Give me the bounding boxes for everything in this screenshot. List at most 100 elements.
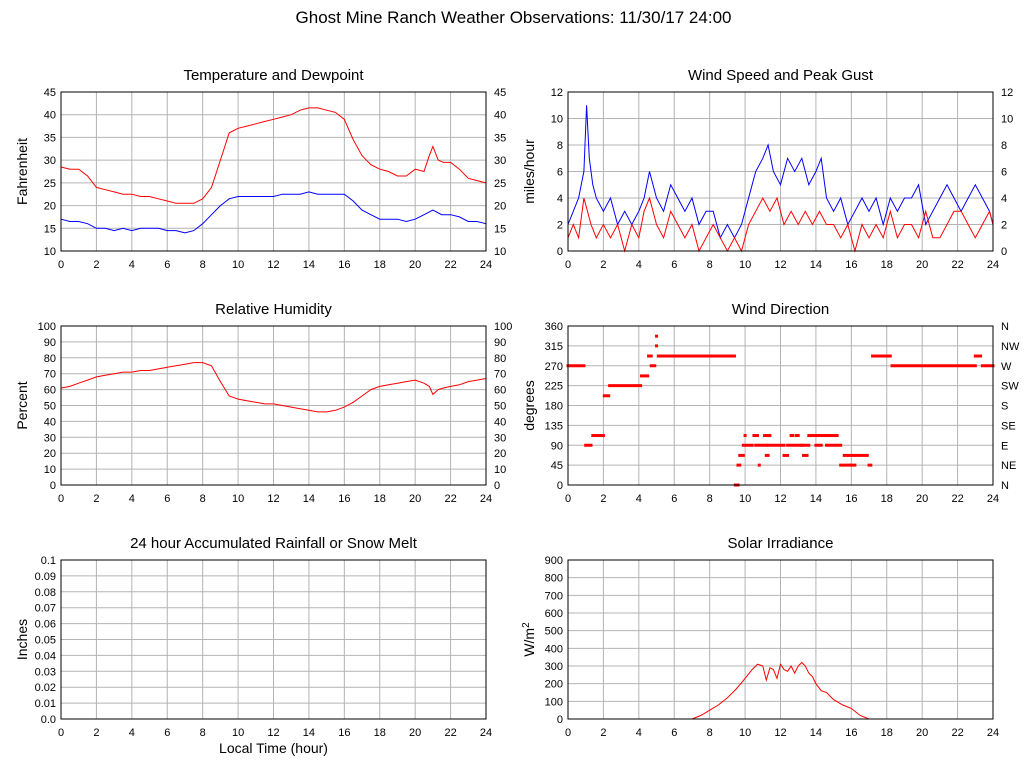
y-tick-label: 315: [545, 341, 563, 353]
x-tick-label: 10: [232, 727, 244, 739]
x-tick-label: 8: [200, 259, 206, 271]
series-line-2: [60, 191, 487, 234]
x-tick-label: 20: [916, 727, 928, 739]
y2-tick-label: 70: [494, 369, 506, 381]
y-tick-label: 30: [44, 432, 56, 444]
x-tick-label: 8: [707, 259, 713, 271]
x-tick-label: 18: [881, 493, 893, 505]
x-tick-label: 18: [881, 727, 893, 739]
x-tick-label: 12: [267, 259, 279, 271]
x-tick-label: 22: [444, 727, 456, 739]
direction-point: [584, 443, 593, 447]
direction-point: [741, 443, 754, 447]
y-tick-label: 60: [44, 385, 56, 397]
x-tick-label: 2: [600, 727, 606, 739]
y-axis-label: W/m2: [521, 622, 538, 657]
direction-point: [757, 463, 761, 467]
y-axis-label-sup: 2: [521, 622, 532, 628]
series-line-1: [567, 105, 994, 240]
x-tick-label: 18: [374, 259, 386, 271]
x-tick-label: 18: [374, 493, 386, 505]
direction-point: [655, 344, 659, 348]
x-tick-label: 4: [636, 259, 642, 271]
y-tick-label: 0.05: [35, 635, 56, 647]
direction-point: [973, 354, 983, 358]
x-tick-label: 24: [987, 727, 999, 739]
x-tick-label: 6: [671, 727, 677, 739]
plot-frame: [567, 559, 994, 720]
direction-point: [763, 434, 772, 438]
y-tick-label: 0.1: [41, 555, 56, 567]
x-tick-label: 0: [58, 259, 64, 271]
y-tick-label: 10: [551, 114, 563, 126]
x-tick-label: 2: [600, 493, 606, 505]
y-tick-label: 0.04: [35, 650, 56, 662]
y-tick-label: 135: [545, 420, 563, 432]
y-tick-label: 600: [545, 608, 563, 620]
direction-point: [826, 434, 839, 438]
y-tick-label: 0: [50, 480, 56, 492]
y2-tick-label: 4: [1001, 193, 1007, 205]
y-tick-label: 45: [551, 460, 563, 472]
direction-point: [849, 463, 857, 467]
y2-tick-label: 20: [494, 201, 506, 213]
y-tick-label: 80: [44, 353, 56, 365]
y2-tick-label: 12: [1001, 87, 1013, 99]
direction-point: [794, 434, 800, 438]
direction-point: [786, 443, 804, 447]
y-tick-label: 300: [545, 661, 563, 673]
direction-point: [608, 384, 643, 388]
x-tick-label: 14: [810, 259, 822, 271]
direction-point: [800, 443, 811, 447]
x-tick-label: 24: [480, 727, 492, 739]
x-tick-label: 14: [303, 493, 315, 505]
plot-frame: [60, 559, 487, 720]
y-tick-label: 100: [38, 321, 56, 333]
y-axis-label: Inches: [14, 619, 30, 660]
x-tick-label: 0: [58, 727, 64, 739]
direction-point: [752, 434, 759, 438]
x-tick-label: 12: [774, 259, 786, 271]
y-tick-label: 0.06: [35, 619, 56, 631]
y2-tick-label: N: [1001, 321, 1009, 333]
y-tick-label: 6: [557, 167, 563, 179]
direction-point: [839, 463, 852, 467]
direction-point: [871, 354, 892, 358]
x-tick-label: 6: [164, 259, 170, 271]
x-tick-label: 8: [707, 727, 713, 739]
page-title: Ghost Mine Ranch Weather Observations: 1…: [295, 8, 732, 27]
chart-rh: 0102030405060708090100010203040506070809…: [14, 301, 512, 505]
series-line-1: [568, 661, 993, 720]
direction-point: [802, 453, 809, 457]
x-tick-label: 12: [267, 493, 279, 505]
chart-title: Wind Direction: [732, 301, 830, 318]
y-tick-label: 15: [44, 223, 56, 235]
y-tick-label: 0.08: [35, 587, 56, 599]
y-tick-label: 90: [44, 337, 56, 349]
x-tick-label: 8: [707, 493, 713, 505]
chart-title: Wind Speed and Peak Gust: [688, 67, 874, 84]
y2-tick-label: 10: [494, 246, 506, 258]
y-tick-label: 20: [44, 448, 56, 460]
x-tick-label: 10: [232, 259, 244, 271]
x-tick-label: 18: [374, 727, 386, 739]
y-tick-label: 10: [44, 464, 56, 476]
y2-tick-label: S: [1001, 401, 1008, 413]
y2-tick-label: 40: [494, 416, 506, 428]
y2-tick-label: 80: [494, 353, 506, 365]
y2-tick-label: 10: [494, 464, 506, 476]
chart-title: 24 hour Accumulated Rainfall or Snow Mel…: [130, 535, 418, 552]
y2-tick-label: 45: [494, 87, 506, 99]
x-tick-label: 0: [58, 493, 64, 505]
direction-point: [842, 453, 869, 457]
y-tick-label: 0.07: [35, 603, 56, 615]
y-tick-label: 0: [557, 246, 563, 258]
y-tick-label: 400: [545, 643, 563, 655]
y2-tick-label: 100: [494, 321, 512, 333]
y2-tick-label: 40: [494, 110, 506, 122]
series-line-2: [567, 196, 994, 253]
x-tick-label: 6: [164, 727, 170, 739]
y2-tick-label: 30: [494, 155, 506, 167]
